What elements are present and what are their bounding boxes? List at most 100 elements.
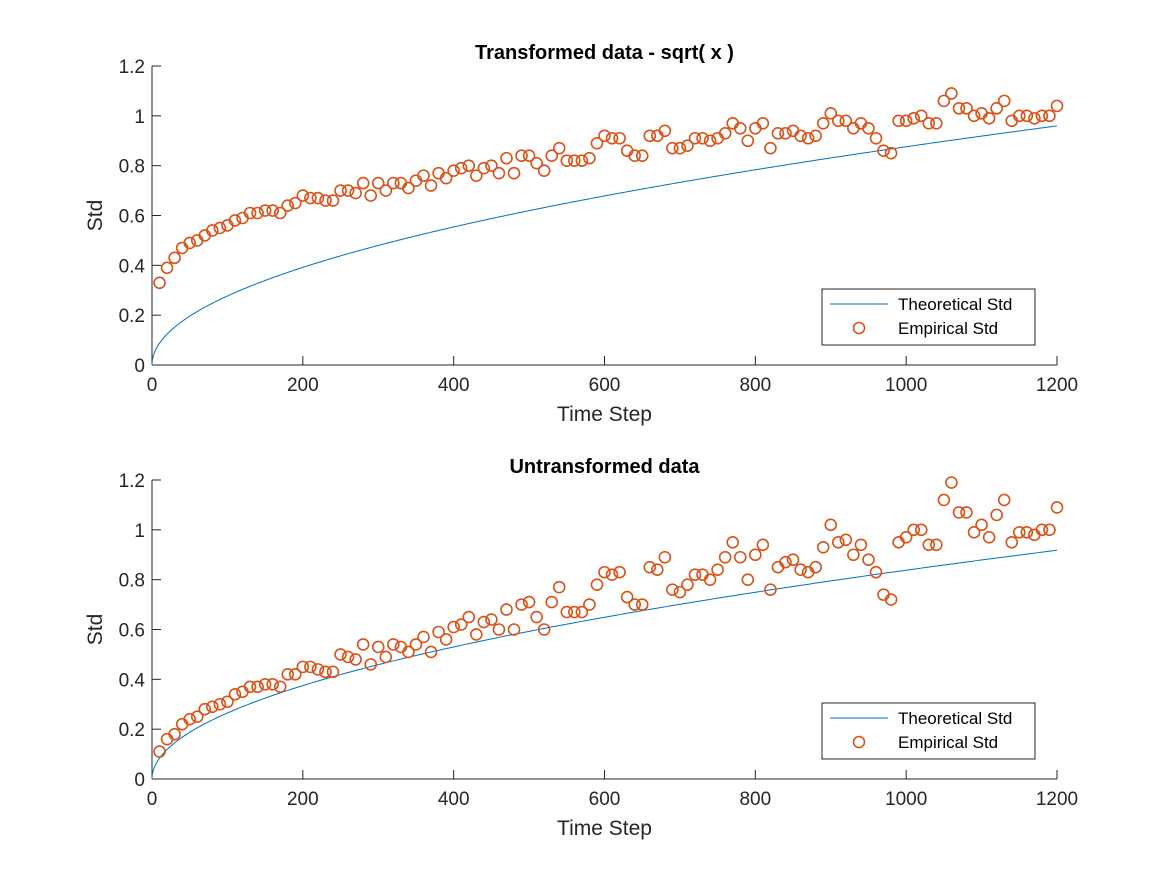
empirical-std-marker [356,176,370,190]
empirical-std-marker [515,598,528,611]
empirical-std-marker [583,598,596,611]
empirical-std-marker [485,613,498,626]
y-tick-label: 0.2 [119,720,145,741]
empirical-std-marker [221,695,234,709]
legend-box [821,288,1036,346]
empirical-std-marker [658,124,672,138]
empirical-std-marker [613,565,626,579]
empirical-std-marker [598,129,611,143]
empirical-std-marker [522,149,536,162]
empirical-std-marker [854,538,868,552]
empirical-std-marker [326,194,340,207]
empirical-std-marker [945,476,958,489]
empirical-std-marker [899,114,913,128]
empirical-std-marker [417,169,430,182]
y-axis-label: Std [84,200,107,232]
empirical-std-marker [847,548,860,562]
empirical-std-marker [869,565,883,579]
empirical-std-marker [515,149,528,162]
empirical-std-marker [643,129,657,143]
empirical-std-marker [937,493,951,507]
empirical-std-marker [500,151,513,165]
empirical-std-marker [258,204,272,217]
empirical-std-marker [477,615,491,629]
empirical-std-marker [462,159,476,172]
empirical-std-marker [967,109,981,123]
y-tick-label: 0 [134,356,145,377]
empirical-std-marker [311,663,325,676]
theoretical-std-line [151,125,1058,365]
empirical-std-marker [477,161,491,175]
empirical-std-marker [530,156,543,170]
empirical-std-marker [364,658,378,671]
empirical-std-marker [620,590,634,604]
empirical-std-marker [311,191,325,205]
y-tick-label: 1.2 [119,471,145,492]
empirical-std-marker [560,154,574,167]
empirical-std-marker [590,578,604,591]
empirical-std-marker [605,568,619,581]
empirical-std-marker [635,149,649,162]
empirical-std-marker [454,161,468,175]
empirical-std-marker [153,745,166,758]
empirical-std-marker [1012,526,1026,539]
empirical-std-marker [952,506,966,519]
empirical-std-marker [304,660,317,674]
empirical-std-marker [930,117,943,130]
empirical-std-marker [402,645,415,659]
empirical-std-marker [1035,109,1049,123]
x-tick-label: 200 [287,789,319,810]
x-tick-label: 800 [739,789,771,810]
empirical-std-marker [288,668,302,681]
empirical-std-marker [937,94,951,108]
empirical-std-marker [756,538,770,552]
empirical-std-marker [522,595,536,609]
empirical-std-marker [809,560,822,574]
theoretical-std-line [151,549,1058,779]
empirical-std-marker [628,598,641,611]
empirical-std-marker [831,114,845,128]
empirical-std-marker [213,221,227,235]
empirical-std-marker [537,164,551,177]
empirical-std-marker [507,166,521,180]
empirical-std-marker [447,620,460,634]
empirical-std-marker [718,550,732,564]
empirical-std-marker [1020,109,1034,123]
legend-marker-swatch [852,321,866,335]
empirical-std-marker [914,523,928,537]
empirical-std-marker [492,166,506,180]
empirical-std-marker [696,131,709,145]
empirical-std-marker [500,603,513,616]
empirical-std-marker [907,523,921,537]
y-tick-label: 0.4 [119,256,146,277]
empirical-std-marker [598,565,611,579]
empirical-std-marker [583,151,596,165]
legend-entry-label: Theoretical Std [898,709,1012,728]
empirical-std-marker [839,114,853,128]
empirical-std-marker [779,555,792,569]
empirical-std-marker [198,702,212,716]
empirical-std-marker [1050,501,1064,514]
empirical-std-marker [650,563,664,577]
empirical-std-marker [907,112,921,125]
empirical-std-marker [424,179,438,192]
empirical-std-marker [703,573,717,586]
empirical-std-marker [884,593,898,606]
y-axis-label: Std [84,614,107,646]
empirical-std-marker [982,531,996,544]
empirical-std-marker [786,553,800,567]
empirical-std-marker [869,131,883,145]
empirical-std-marker [206,224,219,237]
empirical-std-marker [635,598,649,611]
empirical-std-marker [605,131,619,145]
empirical-std-marker [1035,523,1049,537]
empirical-std-marker [341,650,355,664]
empirical-std-marker [568,154,581,167]
empirical-std-marker [575,154,589,167]
empirical-std-marker [779,126,792,140]
empirical-std-marker [945,87,958,100]
empirical-std-marker [764,583,777,596]
empirical-std-marker [387,638,400,651]
empirical-std-marker [356,638,370,651]
empirical-std-marker [183,712,197,726]
